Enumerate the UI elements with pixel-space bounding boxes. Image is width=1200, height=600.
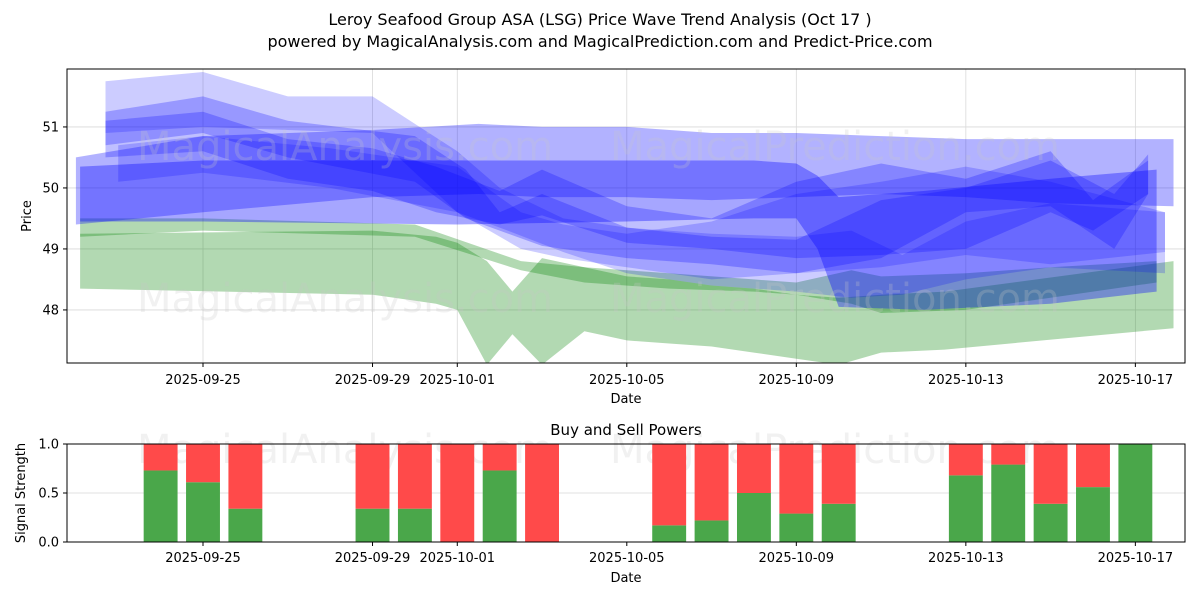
price-x-tick-label: 2025-10-05 — [589, 373, 665, 388]
sell-bar — [440, 444, 475, 542]
price-axes-frame — [66, 68, 1186, 364]
price-x-tick-label: 2025-10-09 — [759, 373, 835, 388]
blue-band-6 — [118, 136, 1166, 280]
price-y-tick-label: 49 — [42, 242, 59, 257]
sell-bar — [736, 444, 771, 493]
buy-bar — [228, 508, 263, 542]
signal-y-tick-label: 0.0 — [38, 536, 59, 551]
price-x-tick-label: 2025-09-25 — [165, 373, 241, 388]
price-x-axis: 2025-09-25 2025-09-29 2025-10-01 2025-10-05… — [165, 363, 1173, 388]
buy-bar — [779, 513, 814, 542]
price-y-axis: 48 49 50 51 — [42, 120, 67, 318]
buy-bar — [652, 525, 687, 542]
price-x-axis-label: Date — [610, 392, 641, 407]
sell-bar — [948, 444, 983, 476]
signal-x-axis: 2025-09-25 2025-09-29 2025-10-01 2025-10-05… — [165, 542, 1173, 566]
buy-bar — [948, 475, 983, 542]
chart-title: Leroy Seafood Group ASA (LSG) Price Wave… — [328, 10, 872, 29]
buy-bar — [355, 508, 390, 542]
sell-bar — [228, 444, 263, 509]
sell-bar — [694, 444, 729, 521]
chart-subtitle: powered by MagicalAnalysis.com and Magic… — [267, 32, 933, 51]
price-y-tick-label: 48 — [42, 303, 59, 318]
teal-band-lower — [80, 218, 1157, 313]
signal-x-tick-label: 2025-10-17 — [1098, 551, 1174, 566]
sell-bar — [991, 444, 1026, 465]
watermark-prediction-bottom: MagicalPrediction.com — [610, 276, 1060, 322]
signal-y-tick-label: 0.5 — [38, 487, 59, 502]
price-x-tick-label: 2025-10-17 — [1098, 373, 1174, 388]
buy-bar — [821, 503, 856, 542]
signal-x-tick-label: 2025-10-13 — [928, 551, 1004, 566]
blue-band-5 — [105, 111, 1149, 259]
price-y-axis-label: Price — [20, 200, 35, 232]
sell-bar — [1033, 444, 1068, 504]
blue-band-2 — [80, 160, 1157, 310]
price-x-tick-label: 2025-09-29 — [335, 373, 411, 388]
sell-bar — [779, 444, 814, 514]
watermark-analysis-bottom: MagicalAnalysis.com — [137, 276, 553, 322]
buy-bar — [736, 493, 771, 542]
sell-bar — [821, 444, 856, 504]
buy-bar — [186, 482, 220, 542]
signal-bars — [143, 444, 1153, 542]
watermark-prediction-top: MagicalPrediction.com — [610, 124, 1060, 170]
watermark-analysis-top: MagicalAnalysis.com — [137, 124, 553, 170]
sell-bar — [397, 444, 432, 509]
signal-x-tick-label: 2025-10-01 — [419, 551, 495, 566]
price-x-tick-label: 2025-10-01 — [419, 373, 495, 388]
price-y-tick-label: 51 — [42, 120, 59, 135]
signal-x-tick-label: 2025-10-05 — [589, 551, 665, 566]
blue-band-4 — [105, 72, 1165, 298]
buy-bar — [143, 470, 178, 542]
sell-bar — [143, 444, 178, 471]
buy-bar — [482, 470, 517, 542]
signal-y-axis: 0.0 0.5 1.0 — [38, 438, 67, 551]
price-grid — [67, 69, 1185, 363]
buy-bar — [1076, 487, 1110, 542]
buy-bar — [991, 464, 1026, 542]
price-y-tick-label: 50 — [42, 181, 59, 196]
green-band-main — [80, 230, 1174, 363]
buy-bar — [1033, 503, 1068, 542]
sell-bar — [1076, 444, 1110, 488]
sell-bar — [355, 444, 390, 509]
buy-bar — [694, 520, 729, 542]
signal-x-tick-label: 2025-09-25 — [165, 551, 241, 566]
signal-x-tick-label: 2025-10-09 — [759, 551, 835, 566]
blue-band-1 — [75, 123, 1174, 225]
sell-bar — [186, 444, 220, 483]
signal-chart-title: Buy and Sell Powers — [550, 421, 702, 439]
signal-y-axis-label: Signal Strength — [14, 443, 29, 543]
sell-bar — [525, 444, 559, 542]
buy-bar — [1118, 444, 1153, 542]
price-bands — [75, 72, 1174, 363]
blue-band-3 — [105, 96, 1149, 274]
buy-bar — [397, 508, 432, 542]
signal-x-axis-label: Date — [610, 571, 641, 586]
sell-bar — [652, 444, 687, 526]
signal-y-tick-label: 1.0 — [38, 438, 59, 453]
price-x-tick-label: 2025-10-13 — [928, 373, 1004, 388]
signal-x-tick-label: 2025-09-29 — [335, 551, 411, 566]
sell-bar — [482, 444, 517, 471]
